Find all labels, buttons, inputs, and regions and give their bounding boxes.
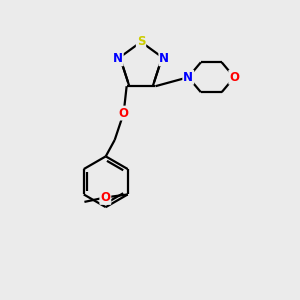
Text: S: S [137,35,145,48]
Text: O: O [100,191,110,204]
Text: O: O [229,71,239,84]
Text: O: O [119,106,129,120]
Text: N: N [159,52,169,65]
Text: N: N [113,52,123,65]
Text: N: N [183,71,193,84]
